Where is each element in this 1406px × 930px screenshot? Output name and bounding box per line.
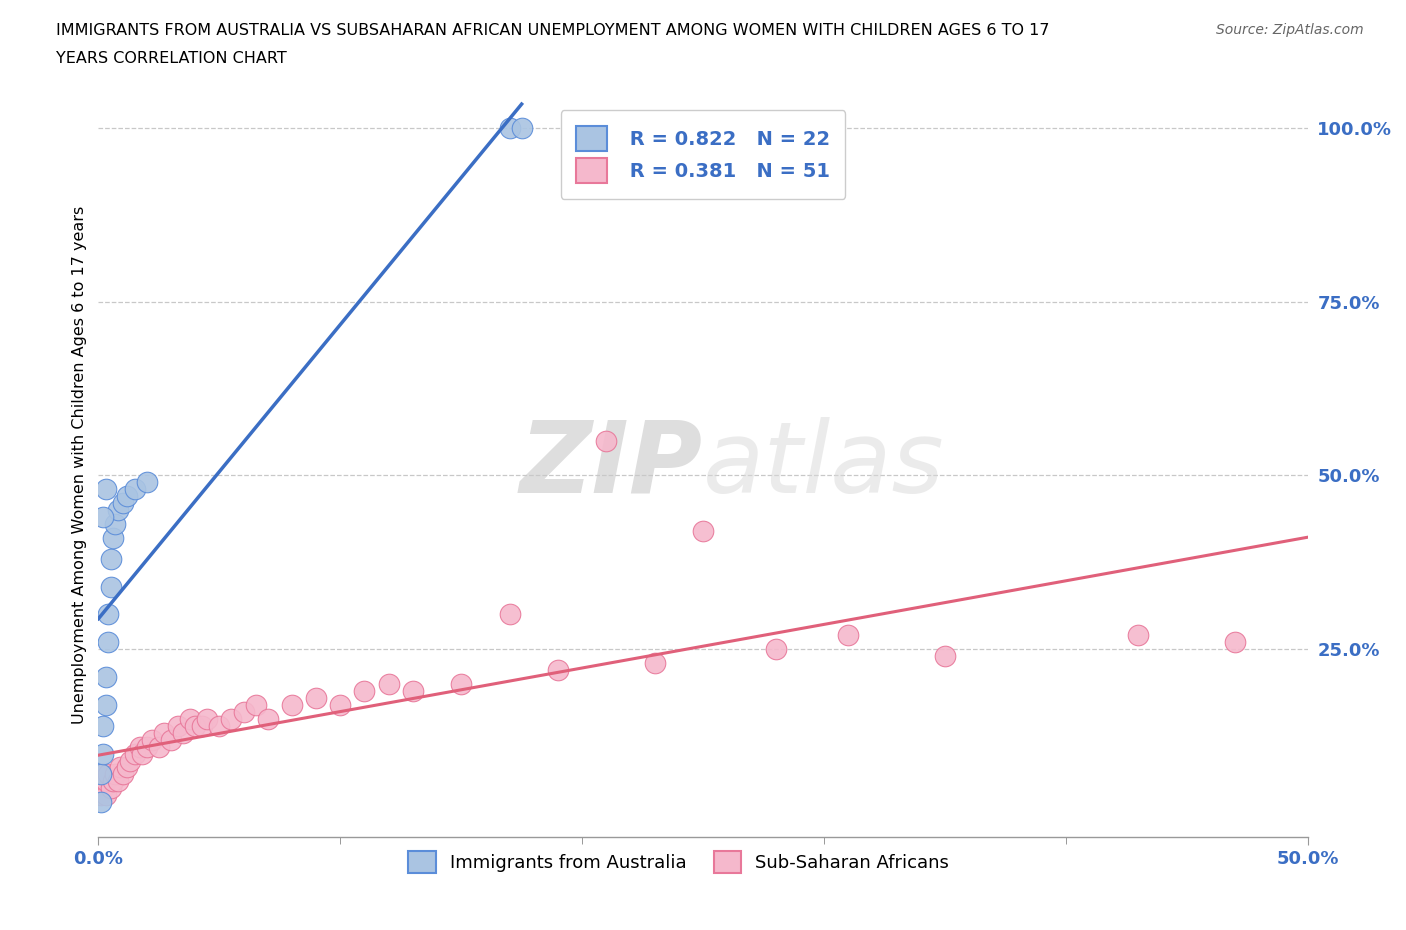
Point <box>90 774 112 789</box>
Point <box>90 767 112 782</box>
Point <box>100 579 122 594</box>
Point <box>100 781 122 796</box>
Point <box>160 732 183 747</box>
Point <box>184 718 207 733</box>
Point <box>934 649 956 664</box>
Point <box>148 739 170 754</box>
Point <box>141 732 163 747</box>
Point <box>101 531 124 546</box>
Point <box>167 718 190 733</box>
Point <box>91 718 114 733</box>
Point <box>94 774 117 789</box>
Text: IMMIGRANTS FROM AUSTRALIA VS SUBSAHARAN AFRICAN UNEMPLOYMENT AMONG WOMEN WITH CH: IMMIGRANTS FROM AUSTRALIA VS SUBSAHARAN … <box>56 23 1050 38</box>
Point <box>118 753 141 768</box>
Point <box>353 684 375 698</box>
Point <box>498 120 520 135</box>
Point <box>191 718 214 733</box>
Text: ZIP: ZIP <box>520 417 703 513</box>
Point <box>498 607 520 622</box>
Point <box>172 725 194 740</box>
Point <box>765 642 787 657</box>
Point <box>97 607 120 622</box>
Point <box>111 496 134 511</box>
Point <box>135 475 157 490</box>
Point <box>450 677 472 692</box>
Point <box>117 489 139 504</box>
Text: atlas: atlas <box>703 417 945 513</box>
Point <box>245 698 267 712</box>
Point <box>97 767 120 782</box>
Point <box>547 663 569 678</box>
Point <box>91 767 114 782</box>
Legend: Immigrants from Australia, Sub-Saharan Africans: Immigrants from Australia, Sub-Saharan A… <box>401 844 956 880</box>
Point <box>179 711 201 726</box>
Text: Source: ZipAtlas.com: Source: ZipAtlas.com <box>1216 23 1364 37</box>
Point <box>221 711 243 726</box>
Point <box>104 767 127 782</box>
Point <box>107 503 129 518</box>
Point <box>402 684 425 698</box>
Y-axis label: Unemployment Among Women with Children Ages 6 to 17 years: Unemployment Among Women with Children A… <box>72 206 87 724</box>
Point <box>91 746 114 761</box>
Point <box>1223 635 1246 650</box>
Point <box>152 725 174 740</box>
Point <box>195 711 218 726</box>
Point <box>108 760 131 775</box>
Text: YEARS CORRELATION CHART: YEARS CORRELATION CHART <box>56 51 287 66</box>
Point <box>104 517 127 532</box>
Point <box>91 510 114 525</box>
Point <box>305 690 328 705</box>
Point <box>124 746 146 761</box>
Point <box>208 718 231 733</box>
Point <box>111 767 134 782</box>
Point <box>837 628 859 643</box>
Point <box>135 739 157 754</box>
Point <box>94 698 117 712</box>
Point <box>692 524 714 538</box>
Point <box>97 635 120 650</box>
Point <box>131 746 153 761</box>
Point <box>91 781 114 796</box>
Point <box>94 788 117 803</box>
Point <box>232 704 254 719</box>
Point <box>644 656 666 671</box>
Point <box>595 433 617 448</box>
Point <box>1128 628 1150 643</box>
Point <box>256 711 278 726</box>
Point <box>117 760 139 775</box>
Point <box>100 551 122 566</box>
Point <box>329 698 352 712</box>
Point <box>510 120 533 135</box>
Point <box>101 774 124 789</box>
Point <box>377 677 399 692</box>
Point <box>90 795 112 810</box>
Point <box>90 788 112 803</box>
Point <box>94 670 117 684</box>
Point <box>128 739 150 754</box>
Point <box>124 482 146 497</box>
Point <box>107 774 129 789</box>
Point <box>281 698 304 712</box>
Point <box>94 482 117 497</box>
